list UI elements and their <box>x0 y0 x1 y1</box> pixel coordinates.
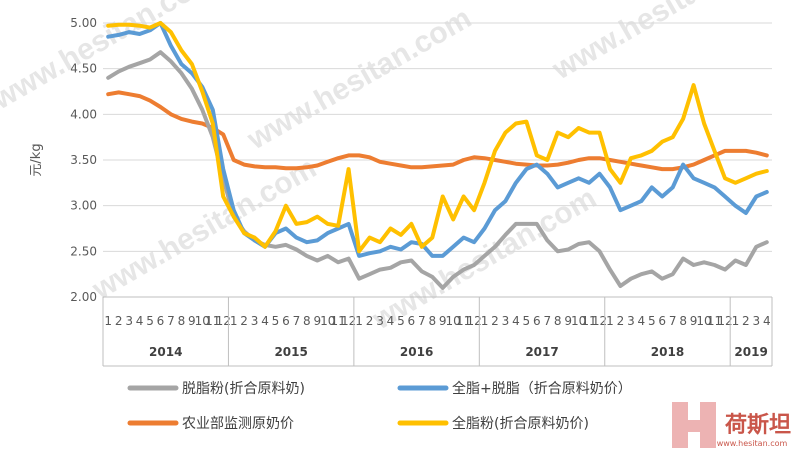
x-tick-label: 2 <box>366 314 374 328</box>
x-tick-label: 6 <box>157 314 165 328</box>
x-tick-label: 8 <box>428 314 436 328</box>
x-tick-label: 5 <box>146 314 154 328</box>
x-tick-label: 8 <box>178 314 186 328</box>
y-tick-label: 2.00 <box>70 290 97 304</box>
y-tick-label: 4.50 <box>70 62 97 76</box>
logo-h-icon <box>672 402 716 448</box>
x-tick-label: 10 <box>195 314 210 328</box>
x-year-label: 2016 <box>400 345 433 359</box>
x-tick-label: 11 <box>456 314 471 328</box>
series-lines <box>106 21 769 290</box>
x-tick-label: 9 <box>439 314 447 328</box>
x-year-label: 2018 <box>651 345 684 359</box>
x-tick-label: 9 <box>690 314 698 328</box>
x-tick-label: 10 <box>696 314 711 328</box>
x-tick-label: 1 <box>606 314 614 328</box>
y-tick-label: 5.00 <box>70 16 97 30</box>
x-tick-label: 2 <box>240 314 248 328</box>
logo-text: 荷斯坦 <box>725 412 791 438</box>
x-tick-label: 3 <box>627 314 635 328</box>
x-tick-label: 1 <box>481 314 489 328</box>
x-year-label: 2014 <box>149 345 182 359</box>
x-tick-label: 9 <box>564 314 572 328</box>
y-tick-label: 2.50 <box>70 244 97 258</box>
x-tick-label: 11 <box>205 314 220 328</box>
x-tick-label: 8 <box>303 314 311 328</box>
legend-label: 全脂+脱脂（折合原料奶价） <box>452 380 632 397</box>
x-tick-label: 12 <box>592 314 607 328</box>
x-tick-label: 9 <box>313 314 321 328</box>
x-tick-label: 7 <box>669 314 677 328</box>
x-tick-label: 3 <box>502 314 510 328</box>
x-tick-label: 10 <box>446 314 461 328</box>
x-tick-label: 8 <box>679 314 687 328</box>
y-tick-label: 3.00 <box>70 199 97 213</box>
x-tick-label: 11 <box>581 314 596 328</box>
y-tick-label: 3.50 <box>70 153 97 167</box>
x-tick-label: 5 <box>272 314 280 328</box>
x-tick-label: 4 <box>763 314 771 328</box>
x-year-label: 2019 <box>734 345 767 359</box>
x-year-label: 2015 <box>274 345 307 359</box>
x-tick-label: 2 <box>617 314 625 328</box>
x-tick-label: 4 <box>512 314 520 328</box>
x-tick-label: 6 <box>658 314 666 328</box>
x-tick-label: 8 <box>554 314 562 328</box>
x-tick-label: 2 <box>491 314 499 328</box>
x-tick-label: 3 <box>753 314 761 328</box>
x-tick-label: 7 <box>167 314 175 328</box>
legend: 脱脂粉(折合原料奶) 全脂+脱脂（折合原料奶价） 农业部监测原奶价 全脂粉(折合原料奶… <box>127 380 632 432</box>
x-tick-label: 6 <box>533 314 541 328</box>
legend-label: 脱脂粉(折合原料奶) <box>182 381 305 397</box>
x-tick-label: 10 <box>320 314 335 328</box>
logo-url: www.hesitan.com <box>717 439 788 448</box>
y-tick-label: 4.00 <box>70 107 97 121</box>
legend-label: 全脂粉(折合原料奶价) <box>452 415 589 432</box>
x-tick-label: 6 <box>282 314 290 328</box>
x-tick-label: 1 <box>104 314 112 328</box>
x-tick-label: 7 <box>293 314 301 328</box>
x-tick-label: 11 <box>331 314 346 328</box>
x-tick-label: 5 <box>523 314 531 328</box>
watermark: www.hesitan.com <box>546 0 782 87</box>
x-tick-label: 11 <box>707 314 722 328</box>
x-tick-label: 4 <box>387 314 395 328</box>
watermark: www.hesitan.com <box>241 1 477 156</box>
x-tick-label: 4 <box>136 314 144 328</box>
x-tick-label: 4 <box>638 314 646 328</box>
x-tick-label: 2 <box>115 314 123 328</box>
x-tick-label: 7 <box>418 314 426 328</box>
x-tick-label: 12 <box>466 314 481 328</box>
x-tick-label: 2 <box>742 314 750 328</box>
x-tick-label: 10 <box>571 314 586 328</box>
series-line-3 <box>106 21 769 254</box>
x-tick-label: 3 <box>376 314 384 328</box>
x-tick-label: 3 <box>125 314 133 328</box>
x-tick-label: 1 <box>355 314 363 328</box>
x-tick-label: 1 <box>732 314 740 328</box>
x-tick-label: 12 <box>341 314 356 328</box>
x-tick-label: 12 <box>216 314 231 328</box>
x-tick-label: 5 <box>648 314 656 328</box>
x-tick-label: 12 <box>717 314 732 328</box>
y-axis: 2.00 2.50 3.00 3.50 4.00 4.50 5.00 <box>70 16 97 304</box>
x-tick-label: 6 <box>408 314 416 328</box>
x-year-label: 2017 <box>525 345 558 359</box>
x-tick-label: 4 <box>261 314 269 328</box>
logo: 荷斯坦 www.hesitan.com <box>672 402 791 448</box>
series-line-1 <box>106 21 769 258</box>
x-tick-label: 1 <box>230 314 238 328</box>
x-tick-label: 5 <box>397 314 405 328</box>
y-axis-label: 元/kg <box>29 143 44 176</box>
x-tick-label: 3 <box>251 314 259 328</box>
x-tick-label: 9 <box>188 314 196 328</box>
legend-label: 农业部监测原奶价 <box>182 416 294 432</box>
x-tick-label: 7 <box>543 314 551 328</box>
